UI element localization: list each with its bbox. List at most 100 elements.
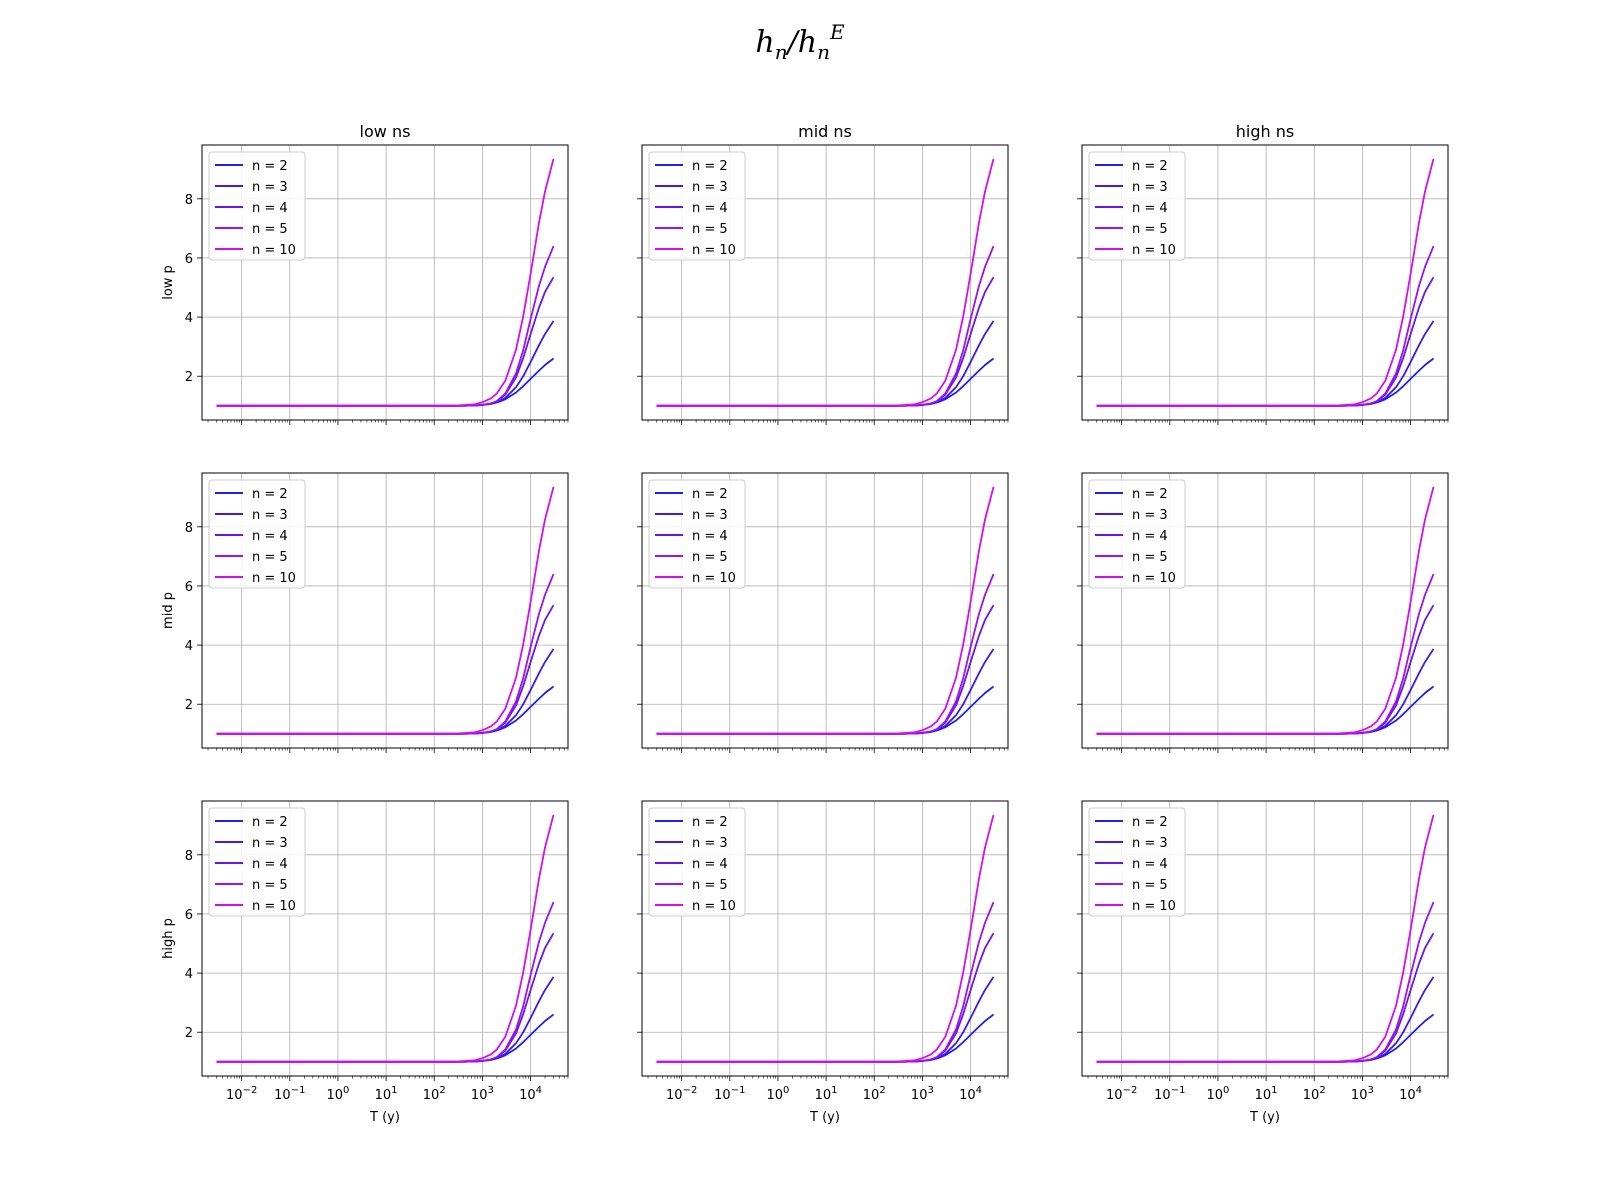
series-line — [216, 604, 555, 735]
axes-frame — [1081, 144, 1449, 421]
column-title: low ns — [360, 122, 411, 141]
row-label: high p — [161, 918, 176, 959]
x-tick-label: 10−2 — [226, 1085, 257, 1103]
legend-label: n = 10 — [1132, 899, 1176, 914]
legend-label: n = 10 — [692, 243, 736, 258]
legend-label: n = 5 — [1132, 550, 1168, 565]
series-line — [216, 276, 555, 407]
legend-label: n = 2 — [692, 159, 728, 174]
axes-frame — [201, 144, 569, 421]
series-line — [656, 573, 995, 735]
x-tick-label: 10−1 — [274, 1085, 305, 1103]
series-line — [656, 158, 995, 407]
series-line — [1096, 320, 1435, 407]
legend-label: n = 5 — [692, 550, 728, 565]
legend-label: n = 2 — [252, 815, 288, 830]
x-tick-label: 100 — [1206, 1085, 1229, 1103]
legend-label: n = 10 — [692, 899, 736, 914]
x-tick-label: 104 — [959, 1085, 982, 1103]
series-line — [656, 814, 995, 1063]
axes-frame — [641, 472, 1009, 749]
legend-label: n = 10 — [1132, 571, 1176, 586]
axes-frame — [641, 144, 1009, 421]
legend-label: n = 3 — [1132, 508, 1168, 523]
legend-label: n = 5 — [1132, 878, 1168, 893]
x-axis-label: T (y) — [809, 1110, 840, 1125]
series-line — [1096, 976, 1435, 1063]
legend-label: n = 5 — [252, 222, 288, 237]
axes-frame — [1081, 472, 1449, 749]
y-tick-label: 4 — [185, 311, 193, 326]
legend-label: n = 10 — [692, 571, 736, 586]
x-tick-label: 103 — [1351, 1085, 1374, 1103]
legend-label: n = 3 — [692, 836, 728, 851]
series-line — [656, 276, 995, 407]
series-line — [1096, 604, 1435, 735]
x-tick-label: 102 — [423, 1085, 446, 1103]
legend-box — [1088, 479, 1186, 589]
row-label: mid p — [161, 592, 176, 629]
legend-box — [1088, 807, 1186, 917]
legend-label: n = 5 — [252, 550, 288, 565]
column-title: high ns — [1236, 122, 1294, 141]
column-title: mid ns — [798, 122, 852, 141]
y-tick-label: 8 — [185, 193, 193, 208]
legend-label: n = 4 — [252, 201, 288, 216]
series-line — [1096, 901, 1435, 1063]
legend-label: n = 2 — [692, 487, 728, 502]
legend-label: n = 4 — [1132, 857, 1168, 872]
x-tick-label: 10−1 — [1154, 1085, 1185, 1103]
legend-label: n = 10 — [252, 571, 296, 586]
legend-label: n = 10 — [1132, 243, 1176, 258]
x-axis-label: T (y) — [1249, 1110, 1280, 1125]
legend-label: n = 10 — [252, 243, 296, 258]
legend-label: n = 4 — [252, 529, 288, 544]
series-line — [1096, 814, 1435, 1063]
y-tick-label: 6 — [185, 252, 193, 267]
series-line — [1096, 486, 1435, 735]
legend-label: n = 2 — [252, 159, 288, 174]
axes-frame — [201, 800, 569, 1077]
axes-frame — [641, 800, 1009, 1077]
y-tick-label: 2 — [185, 370, 193, 385]
x-tick-label: 103 — [911, 1085, 934, 1103]
x-tick-label: 100 — [326, 1085, 349, 1103]
series-line — [216, 976, 555, 1063]
series-line — [656, 486, 995, 735]
legend-label: n = 3 — [252, 180, 288, 195]
series-line — [216, 486, 555, 735]
legend-label: n = 2 — [1132, 487, 1168, 502]
series-line — [1096, 158, 1435, 407]
legend-label: n = 4 — [692, 529, 728, 544]
series-line — [216, 901, 555, 1063]
legend-label: n = 3 — [692, 180, 728, 195]
legend-label: n = 4 — [1132, 529, 1168, 544]
subplot-r3-c1: 2 4 6 8 high p 10−2 10−1 100 101 102 103 104 T (y) n … — [161, 800, 569, 1125]
x-axis-label: T (y) — [369, 1110, 400, 1125]
legend-box — [208, 479, 306, 589]
legend-label: n = 5 — [1132, 222, 1168, 237]
legend-box — [648, 479, 746, 589]
x-tick-label: 10−1 — [714, 1085, 745, 1103]
row-label: low p — [161, 265, 176, 300]
legend-label: n = 4 — [692, 857, 728, 872]
y-tick-label: 2 — [185, 698, 193, 713]
legend-label: n = 5 — [692, 222, 728, 237]
legend-box — [648, 151, 746, 261]
series-line — [216, 648, 555, 735]
legend-box — [208, 151, 306, 261]
legend-label: n = 2 — [692, 815, 728, 830]
series-line — [1096, 245, 1435, 407]
series-line — [1096, 932, 1435, 1063]
x-tick-label: 101 — [815, 1085, 838, 1103]
subplot-r1-c2: mid ns n = 2 n = 3 n = 4 n = 5 n = 10 — [637, 122, 1009, 425]
legend-label: n = 3 — [1132, 180, 1168, 195]
series-line — [656, 320, 995, 407]
x-tick-label: 104 — [1399, 1085, 1422, 1103]
legend-label: n = 3 — [1132, 836, 1168, 851]
series-line — [216, 158, 555, 407]
series-line — [216, 932, 555, 1063]
subplot-r3-c3: 10−2 10−1 100 101 102 103 104 T (y) n = 2 n = 3 n … — [1077, 800, 1449, 1125]
y-tick-label: 8 — [185, 521, 193, 536]
